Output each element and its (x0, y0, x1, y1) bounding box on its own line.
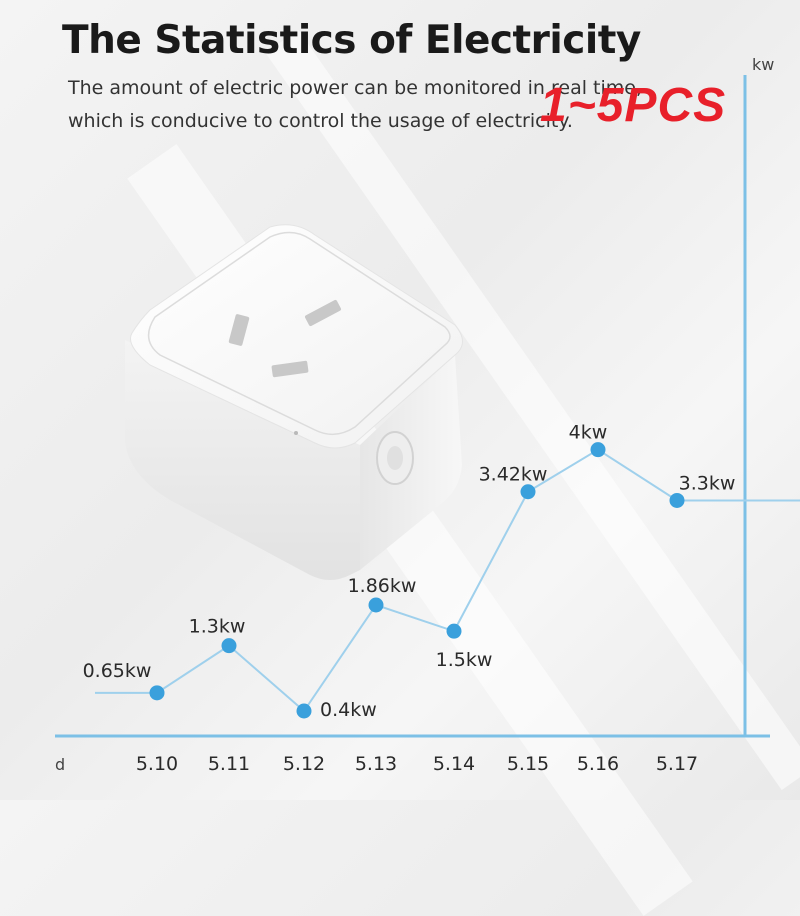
x-tick-label: 5.10 (136, 753, 178, 775)
data-label: 0.4kw (320, 699, 377, 721)
x-tick-label: 5.15 (507, 753, 549, 775)
smart-plug-icon (125, 224, 463, 580)
page-subtitle: The amount of electric power can be moni… (68, 77, 643, 132)
x-tick-label: 5.12 (283, 753, 325, 775)
data-point (368, 597, 384, 613)
x-tick-label: 5.13 (355, 753, 397, 775)
series-line (95, 448, 800, 713)
data-point (669, 492, 685, 508)
data-label: 1.86kw (348, 575, 417, 597)
data-label: 1.5kw (436, 649, 493, 671)
data-point (149, 685, 165, 701)
data-label: 4kw (569, 422, 608, 444)
y-axis-unit-label: kw (752, 55, 774, 74)
data-point (520, 484, 536, 500)
data-label: 1.3kw (189, 616, 246, 638)
x-tick-label: 5.11 (208, 753, 250, 775)
promo-quantity-text: 1~5PCS (540, 79, 727, 132)
data-point (446, 623, 462, 639)
page-title: The Statistics of Electricity (62, 18, 641, 63)
x-tick-label: 5.14 (433, 753, 475, 775)
data-point (221, 638, 237, 654)
data-label: 3.42kw (479, 464, 548, 486)
data-label: 3.3kw (679, 472, 736, 494)
x-tick-label: 5.16 (577, 753, 619, 775)
x-axis-unit-label: d (55, 755, 65, 774)
data-point (296, 703, 312, 719)
power-line-chart: d kw 5.10 5.11 5.12 5.13 5.14 5.15 5.16 5.17 0.6… (55, 55, 800, 775)
data-label: 0.65kw (83, 660, 152, 682)
x-tick-label: 5.17 (656, 753, 698, 775)
data-point (590, 442, 606, 458)
